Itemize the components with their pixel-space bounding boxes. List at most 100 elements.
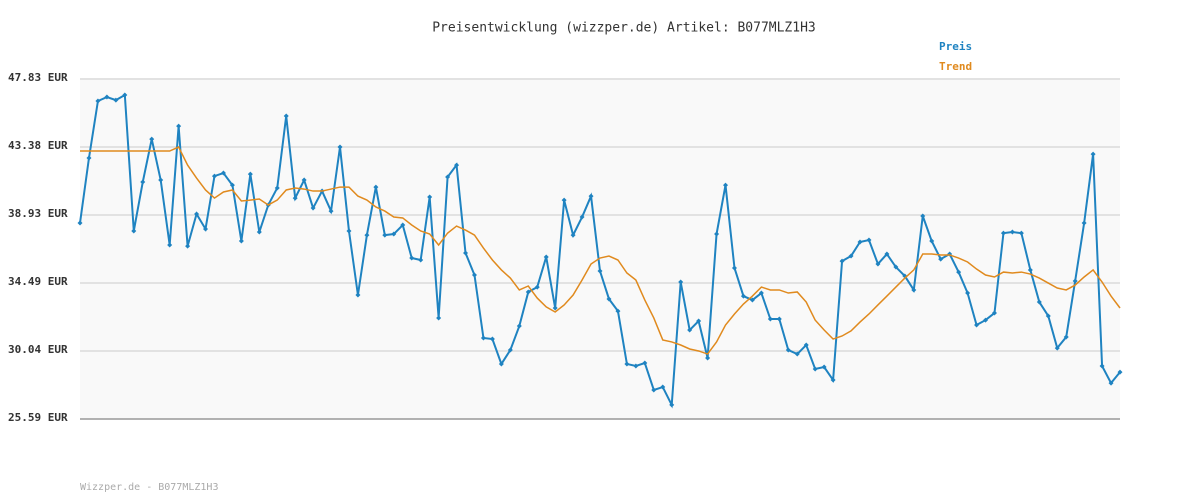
data-point [579, 214, 585, 220]
data-point [436, 315, 442, 321]
data-point [1027, 267, 1033, 273]
data-point [875, 261, 881, 267]
data-point [794, 351, 800, 357]
data-point [588, 193, 594, 199]
data-point [310, 205, 316, 211]
data-point [140, 179, 146, 185]
data-point [1000, 230, 1006, 236]
data-point [965, 290, 971, 296]
data-point [247, 171, 253, 177]
data-point [176, 123, 182, 129]
data-point [561, 197, 567, 203]
data-point [1081, 220, 1087, 226]
data-point [445, 174, 451, 180]
data-point [615, 308, 621, 314]
data-point [382, 232, 388, 238]
data-point [346, 228, 352, 234]
data-point [498, 361, 504, 367]
data-point [920, 213, 926, 219]
data-point [113, 97, 119, 103]
data-point [696, 318, 702, 324]
data-point [167, 242, 173, 248]
data-point [1018, 230, 1024, 236]
data-point [427, 194, 433, 200]
data-point [203, 226, 209, 232]
data-point [785, 347, 791, 353]
data-point [624, 361, 630, 367]
data-point [104, 94, 110, 100]
data-point [821, 364, 827, 370]
data-point [767, 316, 773, 322]
y-tick-label: 43.38 EUR [8, 139, 68, 152]
data-point [714, 231, 720, 237]
data-point [938, 256, 944, 262]
data-point [669, 402, 675, 408]
data-point [929, 238, 935, 244]
data-point [373, 184, 379, 190]
data-point [489, 336, 495, 342]
data-point [463, 250, 469, 256]
data-point [274, 185, 280, 191]
data-point [95, 98, 101, 104]
data-point [525, 289, 531, 295]
y-tick-label: 38.93 EUR [8, 207, 68, 220]
y-tick-label: 25.59 EUR [8, 411, 68, 424]
data-point [131, 228, 137, 234]
series-line [80, 146, 1121, 355]
data-point [857, 239, 863, 245]
data-point [1063, 334, 1069, 340]
data-point [597, 268, 603, 274]
data-point [758, 290, 764, 296]
data-point [238, 238, 244, 244]
data-point [911, 287, 917, 293]
data-point [337, 144, 343, 150]
data-point [543, 254, 549, 260]
data-point [830, 377, 836, 383]
data-point [471, 272, 477, 278]
y-tick-label: 30.04 EUR [8, 343, 68, 356]
data-point [1072, 278, 1078, 284]
data-point [283, 113, 289, 119]
data-point [893, 264, 899, 270]
legend-label: Trend [939, 60, 972, 73]
data-point [1117, 369, 1123, 375]
data-point [256, 229, 262, 235]
data-point [678, 279, 684, 285]
data-point [956, 269, 962, 275]
data-point [848, 253, 854, 259]
data-point [86, 155, 92, 161]
data-point [991, 310, 997, 316]
data-point [185, 243, 191, 249]
data-point [122, 92, 128, 98]
data-point [552, 305, 558, 311]
data-point [803, 342, 809, 348]
data-point [391, 231, 397, 237]
data-point [328, 208, 334, 214]
data-point [480, 335, 486, 341]
data-point [454, 162, 460, 168]
data-point [1045, 313, 1051, 319]
data-point [158, 177, 164, 183]
data-point [1054, 345, 1060, 351]
data-point [705, 355, 711, 361]
data-point [409, 255, 415, 261]
data-point [229, 182, 235, 188]
data-point [974, 322, 980, 328]
data-point [355, 292, 361, 298]
data-point [77, 220, 83, 226]
data-point [507, 347, 513, 353]
y-tick-label: 47.83 EUR [8, 71, 68, 84]
data-point [570, 232, 576, 238]
data-point [1036, 299, 1042, 305]
data-point [839, 258, 845, 264]
data-point [866, 237, 872, 243]
data-point [776, 316, 782, 322]
footer: Wizzper.de - B077MLZ1H3 [80, 482, 218, 493]
data-point [1009, 229, 1015, 235]
data-point [149, 136, 155, 142]
data-point [687, 327, 693, 333]
data-point [292, 195, 298, 201]
data-point [740, 293, 746, 299]
